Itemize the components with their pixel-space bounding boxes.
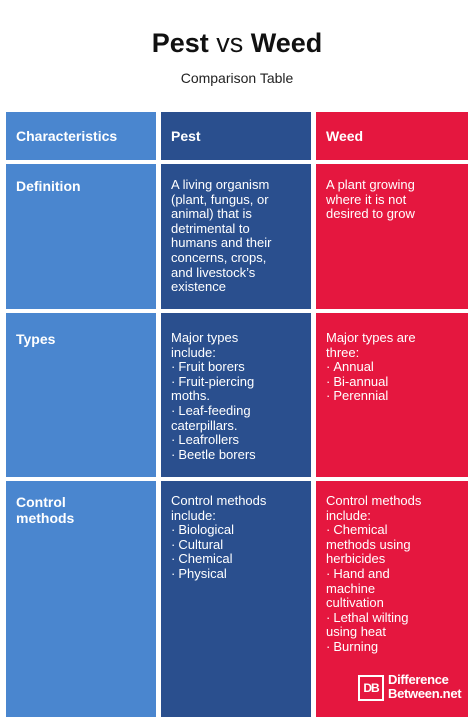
- title-vs: vs: [216, 28, 244, 58]
- list-item: Annual: [326, 359, 458, 375]
- text-line: and livestock’s: [171, 264, 256, 280]
- page-subtitle: Comparison Table: [180, 70, 294, 86]
- text-line: where it is not: [326, 191, 407, 207]
- list-item: Biological: [171, 522, 301, 538]
- weed-control-methods: Control methods include: Chemicalmethods…: [316, 481, 468, 717]
- text-line: three:: [326, 344, 360, 360]
- logo-line-1: Difference: [388, 672, 449, 687]
- text-line: Control methods: [171, 493, 267, 508]
- text-line: include:: [171, 344, 216, 360]
- list-item: Fruit borers: [171, 359, 301, 375]
- row-label-control-methods: Control methods: [6, 481, 156, 717]
- text-line: include:: [326, 507, 371, 523]
- text-line: detrimental to: [171, 220, 250, 236]
- list-item: Chemical: [171, 552, 301, 567]
- list-item: Bi-annual: [326, 374, 458, 390]
- row-label-types: Types: [6, 313, 156, 477]
- text-line: animal) that is: [171, 206, 252, 222]
- title-pest: Pest: [151, 28, 209, 58]
- pest-definition: A living organism (plant, fungus, or ani…: [161, 164, 311, 309]
- text-line: Control: [16, 494, 66, 510]
- text-line: Major types are: [326, 330, 416, 345]
- text-line: existence: [171, 279, 226, 295]
- page-title: Pest vs Weed: [0, 28, 474, 59]
- text-line: A living organism: [171, 177, 270, 192]
- difference-between-logo: DB Difference Between.net: [358, 669, 468, 705]
- weed-types: Major types are three: Annual Bi-annual …: [316, 313, 468, 477]
- text-line: (plant, fungus, or: [171, 191, 269, 207]
- title-weed: Weed: [250, 28, 323, 58]
- text-line: A plant growing: [326, 177, 415, 192]
- list-item: Leafrollers: [171, 432, 301, 448]
- list-item: Perennial: [326, 389, 458, 404]
- header-pest: Pest: [161, 112, 311, 160]
- text-line: desired to grow: [326, 206, 415, 222]
- text-line: Major types: [171, 330, 239, 345]
- weed-types-list: Annual Bi-annual Perennial: [326, 359, 458, 404]
- text-line: Control methods: [326, 493, 422, 508]
- row-label-definition: Definition: [6, 164, 156, 309]
- list-item: Cultural: [171, 537, 301, 553]
- list-item: Beetle borers: [171, 447, 301, 463]
- text-line: concerns, crops,: [171, 249, 267, 265]
- text-line: humans and their: [171, 235, 272, 251]
- header-characteristics: Characteristics: [6, 112, 156, 160]
- text-line: include:: [171, 507, 216, 523]
- pest-types: Major types include: Fruit borers Fruit-…: [161, 313, 311, 477]
- list-item: Physical: [171, 566, 301, 582]
- text-line: methods: [16, 510, 75, 526]
- pest-control-methods: Control methods include: Biological Cult…: [161, 481, 311, 717]
- header-weed: Weed: [316, 112, 468, 160]
- logo-line-2: Between.net: [388, 686, 462, 701]
- db-logo-icon: DB: [358, 675, 384, 701]
- list-item: Burning: [326, 639, 458, 655]
- weed-definition: A plant growing where it is not desired …: [316, 164, 468, 309]
- pest-control-list: Biological Cultural Chemical Physical: [171, 522, 301, 582]
